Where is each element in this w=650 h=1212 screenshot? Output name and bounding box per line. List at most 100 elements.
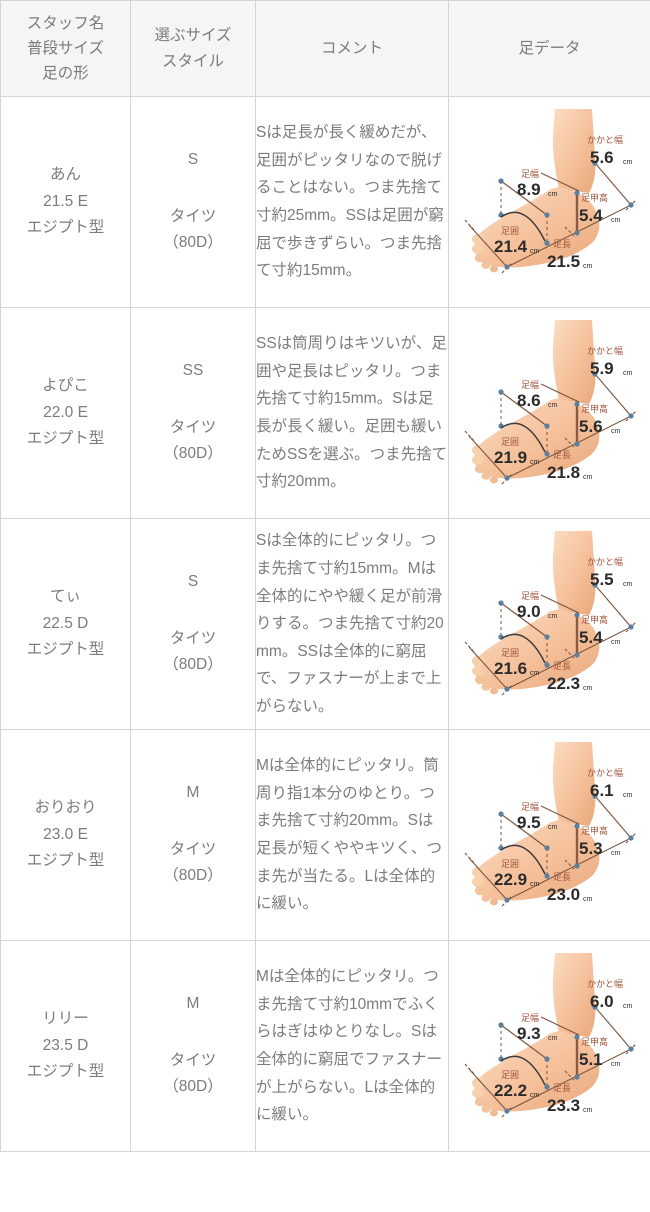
size-choice: S [187, 573, 199, 591]
staff-fitting-table: スタッフ名 普段サイズ 足の形 選ぶサイズ スタイル コメント 足データ あん … [0, 0, 650, 1152]
value-heel-width: 5.6 [590, 148, 614, 167]
length-frame [468, 1006, 632, 1112]
value-girth: 22.9 [494, 870, 527, 889]
width-line [500, 813, 547, 849]
instep-guide [564, 648, 575, 660]
label-length: 足長 [553, 872, 571, 882]
cell-comment: Mは全体的にピッタリ。筒周り指1本分のゆとり。つま先捨て寸約20mm。Sは足長が… [255, 729, 449, 941]
staff-name: おりおり [34, 799, 97, 817]
table-row-2: よぴこ 22.0 E エジプト型 SS タイツ （80D） SSは筒周りはキツい… [0, 307, 650, 519]
staff-foot-shape: エジプト型 [26, 1063, 105, 1081]
value-girth: 22.2 [494, 1081, 527, 1100]
value-width: 9.3 [517, 1024, 541, 1043]
instep-guide [564, 437, 575, 449]
label-width: 足幅 [521, 801, 539, 812]
width-line [500, 391, 547, 427]
value-length: 23.0 [547, 885, 580, 904]
value-length: 22.3 [547, 674, 580, 693]
toe [471, 666, 484, 676]
size-choice: S [187, 151, 199, 169]
leg-shape [552, 109, 595, 193]
cell-size: SS タイツ （80D） [130, 307, 256, 519]
cell-footdata: 足幅 9.0 cm 足囲 21.6 cm 足長 22.3 cm かかと幅 5.5… [448, 518, 650, 730]
toe [489, 265, 498, 273]
foot-svg: 足幅 8.6 cm 足囲 21.9 cm 足長 21.8 cm かかと幅 5.9… [464, 320, 636, 485]
length-frame [468, 795, 632, 901]
unit-heel-width: cm [623, 581, 633, 588]
label-length: 足長 [553, 239, 571, 249]
unit-length: cm [583, 896, 593, 903]
cell-comment: SSは筒周りはキツいが、足囲や足長はピッタリ。つま先捨て寸約15mm。Sは足長が… [255, 307, 449, 519]
value-length: 23.3 [547, 1096, 580, 1115]
size-denier: （80D） [163, 1078, 223, 1096]
measure-node [497, 1022, 504, 1028]
measure-node [573, 401, 580, 407]
unit-instep-height: cm [611, 639, 621, 646]
header-line: スタイル [161, 52, 224, 70]
cell-size: M タイツ （80D） [130, 729, 256, 941]
label-girth: 足囲 [501, 226, 519, 236]
measure-node [503, 686, 510, 692]
girth-arc [500, 844, 546, 875]
unit-length: cm [583, 263, 593, 270]
instep-guide [564, 1070, 575, 1082]
length-extension [464, 641, 475, 654]
measure-node [573, 1034, 580, 1040]
label-instep-height: 足甲高 [581, 614, 608, 625]
measure-node [543, 1056, 550, 1062]
unit-heel-width: cm [623, 370, 633, 377]
label-width: 足幅 [521, 590, 539, 601]
unit-heel-width: cm [623, 792, 633, 799]
cell-footdata: 足幅 9.5 cm 足囲 22.9 cm 足長 23.0 cm かかと幅 6.1… [448, 729, 650, 941]
measure-node [591, 371, 598, 377]
label-heel-width: かかと幅 [587, 345, 623, 356]
cell-size: M タイツ （80D） [130, 940, 256, 1152]
unit-width: cm [548, 824, 558, 831]
measure-node [497, 600, 504, 606]
instep-guide [564, 859, 575, 871]
size-denier: （80D） [163, 445, 223, 463]
length-extension [464, 1063, 475, 1076]
leg-shape [552, 742, 595, 826]
cell-size: S タイツ （80D） [130, 96, 256, 308]
value-instep-height: 5.3 [579, 839, 603, 858]
value-length: 21.5 [547, 252, 580, 271]
label-length: 足長 [553, 450, 571, 460]
size-style: タイツ [169, 629, 217, 647]
unit-length: cm [583, 474, 593, 481]
staff-foot-shape: エジプト型 [26, 852, 105, 870]
measure-node [573, 652, 580, 658]
toe [471, 1088, 484, 1098]
length-frame [468, 162, 632, 268]
upper-frame [540, 805, 579, 825]
length-extension [464, 430, 475, 443]
measure-node [591, 582, 598, 588]
toe [474, 464, 485, 474]
table-row-3: てぃ 22.5 D エジプト型 S タイツ （80D） Sは全体的にピッタリ。つ… [0, 518, 650, 730]
staff-name: リリー [42, 1010, 89, 1028]
size-spacer [131, 807, 255, 837]
header-line: 足データ [518, 39, 581, 57]
measure-node [627, 1046, 634, 1052]
column-header-comment: コメント [255, 0, 449, 97]
value-width: 9.5 [517, 813, 541, 832]
measure-node [591, 160, 598, 166]
cell-staff: てぃ 22.5 D エジプト型 [0, 518, 131, 730]
toe [471, 233, 486, 245]
label-instep-height: 足甲高 [581, 403, 608, 414]
label-girth: 足囲 [501, 859, 519, 869]
foot-svg: 足幅 9.3 cm 足囲 22.2 cm 足長 23.3 cm かかと幅 6.0… [464, 953, 636, 1118]
cell-staff: リリー 23.5 D エジプト型 [0, 940, 131, 1152]
measure-node [503, 475, 510, 481]
label-instep-height: 足甲高 [581, 192, 608, 203]
label-width: 足幅 [521, 379, 539, 390]
column-header-size: 選ぶサイズ スタイル [130, 0, 256, 97]
cell-footdata: 足幅 8.9 cm 足囲 21.4 cm 足長 21.5 cm かかと幅 5.6… [448, 96, 650, 308]
measure-node [543, 662, 550, 668]
unit-width: cm [548, 402, 558, 409]
foot-svg: 足幅 9.0 cm 足囲 21.6 cm 足長 22.3 cm かかと幅 5.5… [464, 531, 636, 696]
cell-staff: おりおり 23.0 E エジプト型 [0, 729, 131, 941]
header-line: 普段サイズ [26, 39, 105, 57]
cell-comment: Sは全体的にピッタリ。つま先捨て寸約15mm。Mは全体的にやや緩く足が前滑りする… [255, 518, 449, 730]
unit-width: cm [548, 1035, 558, 1042]
